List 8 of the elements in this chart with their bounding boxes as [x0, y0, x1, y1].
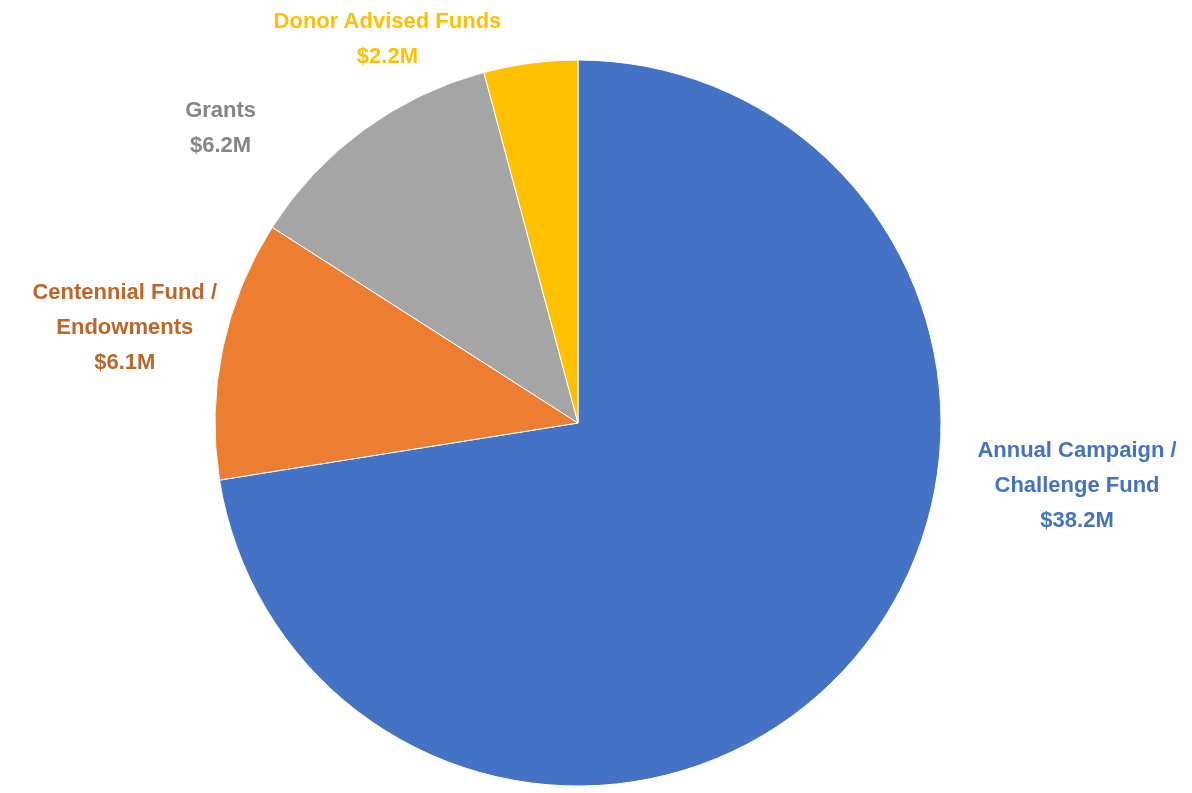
- data-label: $6.2M: [190, 131, 252, 157]
- slice-label: Annual Campaign / Challenge Fund: [977, 436, 1177, 497]
- slice-label: Centennial Fund / Endowments: [32, 279, 218, 340]
- data-label: $2.2M: [356, 42, 419, 68]
- data-label: $6.1M: [94, 349, 156, 375]
- slice-label: Donor Advised Funds: [273, 7, 502, 33]
- data-label: $38.2M: [1040, 506, 1114, 532]
- slice-label: Grants: [185, 96, 257, 122]
